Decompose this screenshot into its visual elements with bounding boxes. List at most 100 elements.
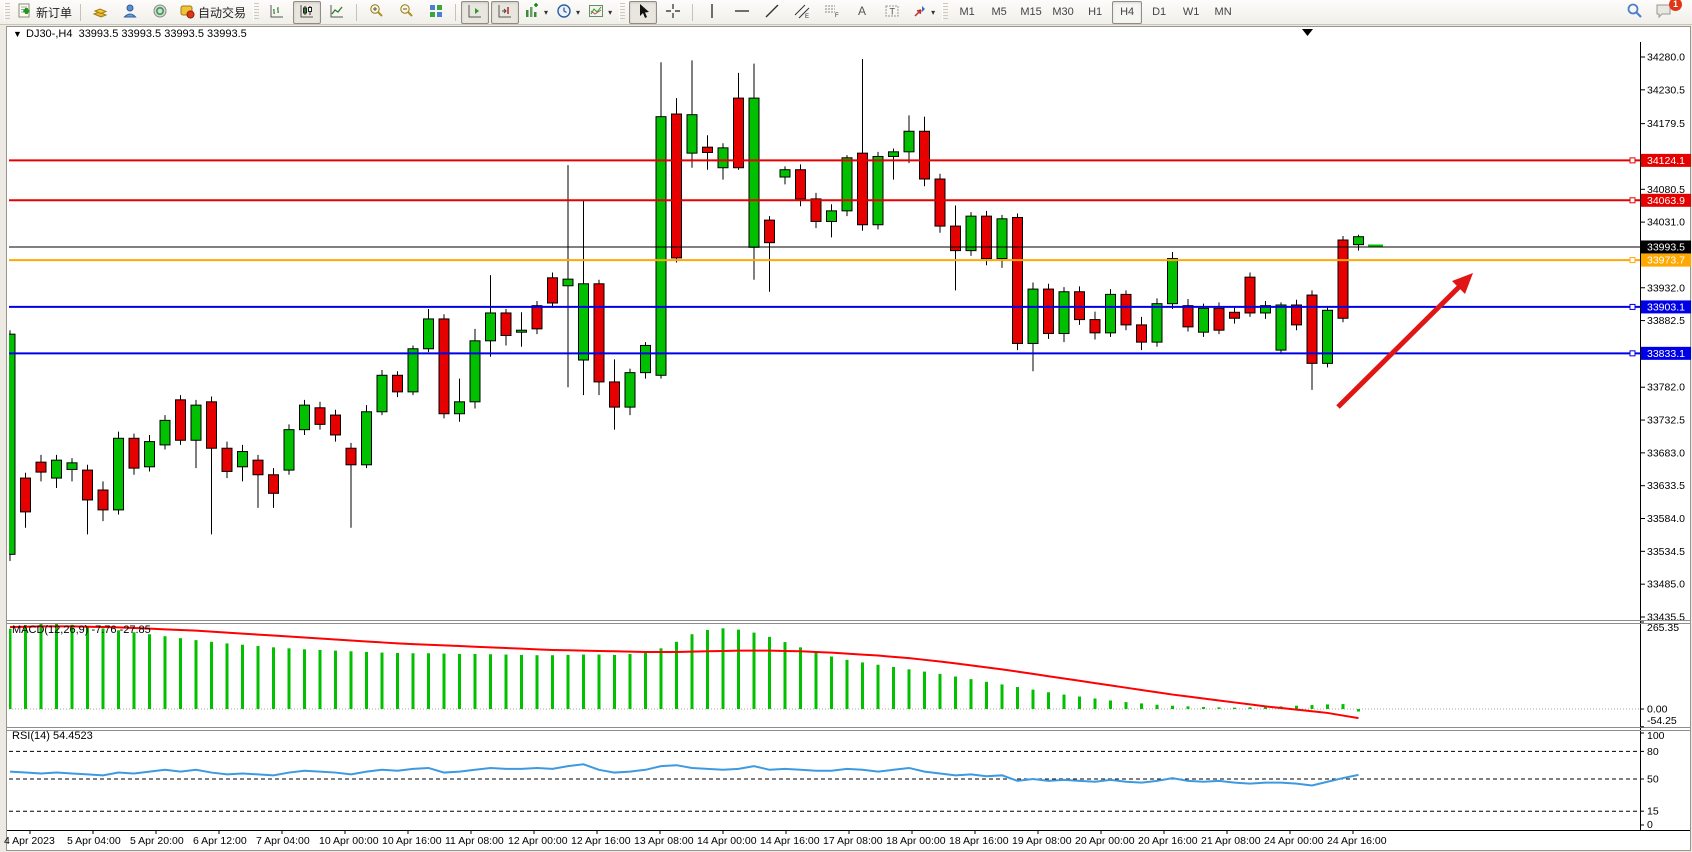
periods-button[interactable]: ▾ [553, 1, 583, 24]
label-tool-button[interactable]: T [878, 1, 906, 24]
svg-text:10 Apr 16:00: 10 Apr 16:00 [382, 835, 442, 847]
annotation-arrow[interactable] [1336, 273, 1473, 409]
auto-scroll-button[interactable] [461, 0, 490, 24]
candle [1353, 234, 1364, 251]
svg-text:7 Apr 04:00: 7 Apr 04:00 [256, 835, 310, 847]
candle [9, 330, 16, 561]
candle [547, 272, 558, 308]
new-order-icon [17, 3, 33, 22]
candle [66, 458, 78, 482]
line-chart-mode-button[interactable] [323, 1, 351, 24]
navigator-button[interactable] [116, 1, 144, 24]
text-a-icon: A [854, 3, 870, 22]
line-chart-icon [329, 3, 345, 22]
candle [1136, 316, 1147, 351]
templates-button[interactable]: ▾ [585, 1, 615, 24]
candle [1337, 236, 1349, 323]
svg-text:12 Apr 16:00: 12 Apr 16:00 [571, 835, 631, 847]
cursor-tool-button[interactable] [629, 0, 658, 24]
candle [919, 116, 930, 187]
notifications-button[interactable]: 1 [1650, 0, 1682, 24]
svg-text:A: A [858, 4, 866, 18]
hline-handle[interactable] [1629, 350, 1636, 357]
person-icon [122, 3, 138, 22]
svg-text:33485.0: 33485.0 [1647, 579, 1685, 591]
search-button[interactable] [1620, 1, 1648, 24]
main-toolbar: 新订单 自动交易 ▾ ▾ [0, 0, 1692, 25]
timeframe-m1-button[interactable]: M1 [959, 6, 975, 18]
candle [190, 399, 202, 469]
chart-shift-button[interactable] [491, 0, 520, 24]
macd-histogram [9, 624, 1360, 712]
timeframe-mn-button[interactable]: MN [1214, 6, 1232, 18]
zoom-in-button[interactable] [362, 1, 390, 24]
svg-text:33633.5: 33633.5 [1647, 480, 1685, 492]
timeframe-m30-button[interactable]: M30 [1052, 6, 1074, 18]
candle [144, 434, 155, 472]
toolbar-grip[interactable] [942, 3, 949, 21]
svg-text:100: 100 [1647, 730, 1665, 742]
svg-text:34280.0: 34280.0 [1647, 52, 1685, 64]
crosshair-tool-button[interactable] [659, 1, 687, 24]
timeframe-h4-button[interactable]: H4 [1112, 0, 1143, 24]
candle [810, 192, 822, 229]
price-label-33903.1: 33903.1 [1641, 300, 1691, 314]
price-axis[interactable]: 34280.0 34230.5 34179.5 34080.5 34031.0 33932… [1640, 42, 1691, 831]
market-watch-button[interactable] [86, 1, 114, 24]
candlestick-series [9, 58, 1364, 561]
price-label-33993.5: 33993.5 [1641, 240, 1691, 254]
chevron-down-icon: ▾ [576, 7, 581, 17]
svg-text:12 Apr 00:00: 12 Apr 00:00 [508, 835, 568, 847]
tile-windows-button[interactable] [422, 1, 450, 24]
new-order-button[interactable]: 新订单 [14, 1, 75, 24]
toolbar-grip[interactable] [619, 3, 626, 21]
hline-handle[interactable] [1629, 257, 1636, 264]
bar-chart-mode-button[interactable] [263, 1, 291, 24]
arrows-tool-button[interactable]: ▾ [908, 1, 938, 24]
candle [1043, 283, 1054, 339]
timeframe-h1-button[interactable]: H1 [1088, 6, 1103, 18]
svg-text:4 Apr 2023: 4 Apr 2023 [4, 835, 55, 847]
candlestick-mode-button[interactable] [293, 0, 322, 24]
toolbar-grip[interactable] [253, 3, 260, 21]
time-axis[interactable]: 4 Apr 2023 5 Apr 04:00 5 Apr 20:00 6 Apr 12… [4, 830, 1690, 848]
timeframe-w1-button[interactable]: W1 [1182, 6, 1200, 18]
candle [237, 444, 248, 482]
arrows-stamp-icon [911, 3, 927, 22]
zoom-out-button[interactable] [392, 1, 420, 24]
chart-shift-marker[interactable] [1302, 29, 1313, 36]
horizontal-line-icon [734, 3, 750, 22]
timeframe-d1-button[interactable]: D1 [1152, 6, 1167, 18]
svg-text:15: 15 [1647, 806, 1659, 818]
hline-handle[interactable] [1629, 157, 1636, 164]
toolbar-grip[interactable] [4, 3, 10, 21]
symbol-dropdown-icon[interactable]: ▼ [13, 29, 22, 39]
hline-handle[interactable] [1629, 303, 1636, 310]
clock-icon [556, 3, 572, 22]
candle [345, 442, 357, 528]
chart-window [6, 26, 1691, 851]
vertical-line-tool-button[interactable] [698, 1, 726, 24]
autotrading-button[interactable]: 自动交易 [176, 1, 249, 24]
svg-text:24 Apr 16:00: 24 Apr 16:00 [1327, 835, 1387, 847]
channel-tool-button[interactable]: E [788, 1, 816, 24]
svg-text:33903.1: 33903.1 [1647, 301, 1685, 313]
chevron-down-icon: ▾ [608, 7, 613, 17]
tester-button[interactable] [146, 1, 174, 24]
svg-text:33932.0: 33932.0 [1647, 282, 1685, 294]
fibonacci-tool-button[interactable]: F [818, 1, 846, 24]
horizontal-line-tool-button[interactable] [728, 1, 756, 24]
svg-text:34063.9: 34063.9 [1647, 195, 1685, 207]
candle [314, 401, 326, 430]
candle [500, 308, 512, 346]
auto-scroll-icon [467, 3, 483, 22]
timeframe-m15-button[interactable]: M15 [1020, 6, 1042, 18]
timeframe-m5-button[interactable]: M5 [991, 6, 1007, 18]
trendline-tool-button[interactable] [758, 1, 786, 24]
rsi-indicator-label: RSI(14) 54.4523 [12, 730, 93, 742]
text-tool-button[interactable]: A [848, 1, 876, 24]
hline-handle[interactable] [1629, 197, 1636, 204]
indicators-button[interactable]: ▾ [521, 1, 551, 24]
svg-text:33534.5: 33534.5 [1647, 546, 1685, 558]
svg-text:33732.5: 33732.5 [1647, 415, 1685, 427]
